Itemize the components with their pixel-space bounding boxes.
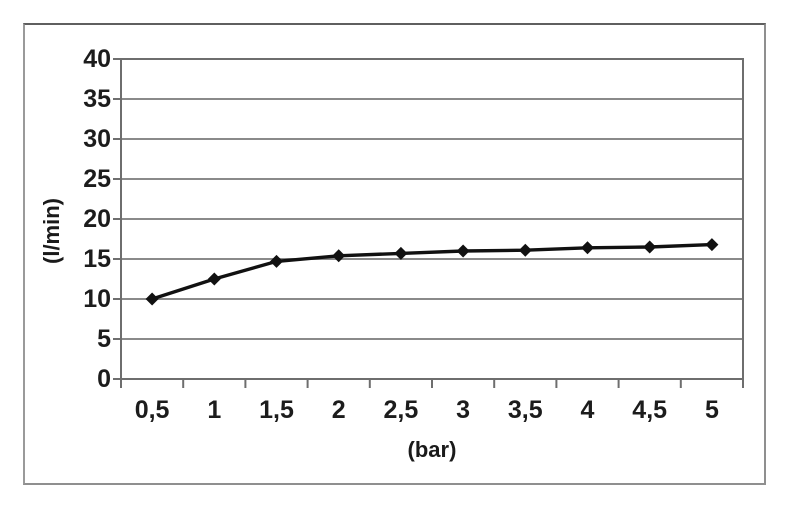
x-tick-label: 4,5 xyxy=(632,396,668,424)
x-tick-label: 3 xyxy=(456,396,471,424)
y-tick-label: 35 xyxy=(83,85,111,113)
x-tick-label: 4 xyxy=(580,396,595,424)
data-point-marker xyxy=(456,244,470,258)
x-tick-label: 0,5 xyxy=(134,396,170,424)
y-axis-title: (l/min) xyxy=(39,198,64,264)
data-point-marker xyxy=(207,272,221,286)
y-tick-label: 25 xyxy=(83,165,111,193)
data-point-marker xyxy=(705,238,719,252)
y-tick-label: 40 xyxy=(83,45,111,73)
chart-frame: 40 35 30 25 20 15 10 5 0 0,5 1 1,5 2 2,5 3 3,5 4 4,5 5 (l… xyxy=(23,23,766,485)
data-point-marker xyxy=(270,254,283,268)
y-tick-label: 10 xyxy=(83,285,111,313)
x-axis-title: (bar) xyxy=(407,437,457,462)
y-tick-label: 0 xyxy=(97,365,111,393)
data-point-marker xyxy=(581,241,594,255)
series-line xyxy=(151,242,712,301)
data-point-marker xyxy=(518,243,532,257)
x-tick-label: 3,5 xyxy=(507,396,543,424)
data-point-marker xyxy=(332,249,346,263)
x-tick-label: 1 xyxy=(207,396,222,424)
y-tick-label: 30 xyxy=(83,125,111,153)
x-tick-label: 1,5 xyxy=(259,396,294,424)
y-tick-label: 5 xyxy=(97,325,111,353)
y-tick-label: 20 xyxy=(83,205,111,233)
plot-area xyxy=(113,58,744,388)
x-tick-label: 5 xyxy=(704,396,719,424)
x-tick-label: 2 xyxy=(331,396,346,424)
data-point-marker xyxy=(394,246,408,260)
x-tick-label: 2,5 xyxy=(383,396,419,424)
data-point-marker xyxy=(643,240,657,254)
y-tick-label: 15 xyxy=(83,245,111,273)
data-point-marker xyxy=(145,292,159,306)
